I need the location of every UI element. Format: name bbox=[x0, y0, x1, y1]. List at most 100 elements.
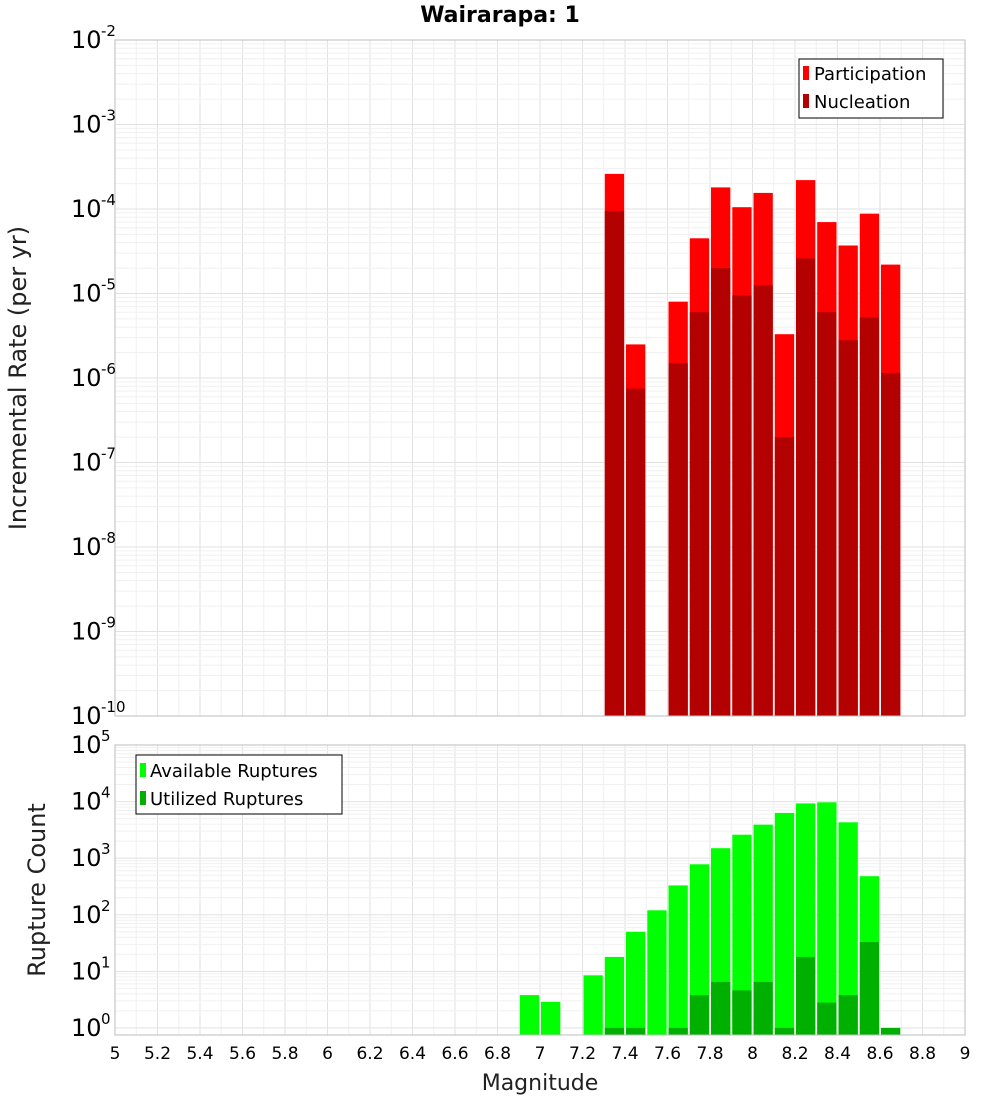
y-tick-exponent: -10 bbox=[101, 698, 126, 716]
top-plot-legend: Participation Nucleation bbox=[798, 58, 944, 119]
bar-nucleation bbox=[774, 437, 795, 716]
x-axis-label: Magnitude bbox=[482, 1071, 599, 1096]
bar-nucleation bbox=[689, 312, 710, 716]
bar-utilized-ruptures bbox=[817, 1002, 837, 1035]
y-tick-exponent: -8 bbox=[101, 529, 116, 547]
y-tick-exponent: -6 bbox=[101, 360, 116, 378]
bar-available-ruptures bbox=[541, 1001, 561, 1035]
y-tick-label: 10 bbox=[71, 901, 102, 929]
y-tick-label: 10 bbox=[71, 280, 102, 308]
bar-utilized-ruptures bbox=[881, 1027, 901, 1035]
y-tick-exponent: 2 bbox=[101, 897, 111, 915]
bar-available-ruptures bbox=[626, 931, 646, 1035]
bar-available-ruptures bbox=[668, 885, 688, 1035]
legend-swatch-nucleation bbox=[803, 94, 809, 108]
bar-available-ruptures bbox=[604, 956, 625, 1035]
y-tick-label: 10 bbox=[71, 844, 102, 872]
bottom-legend-box bbox=[135, 754, 343, 815]
top-plot-y-axis-label: Incremental Rate (per yr) bbox=[4, 226, 32, 530]
x-tick-label: 7.6 bbox=[654, 1044, 681, 1064]
top-legend-box bbox=[798, 58, 944, 119]
bar-utilized-ruptures bbox=[753, 981, 773, 1035]
x-tick-label: 8.6 bbox=[866, 1044, 893, 1064]
bar-nucleation bbox=[838, 340, 858, 716]
bar-available-ruptures bbox=[732, 834, 752, 1035]
y-tick-exponent: -7 bbox=[101, 445, 116, 463]
legend-label-participation: Participation bbox=[814, 64, 926, 85]
legend-label-utilized-ruptures: Utilized Ruptures bbox=[150, 789, 303, 810]
bar-available-ruptures bbox=[838, 822, 858, 1035]
y-tick-label: 10 bbox=[71, 111, 102, 139]
x-tick-label: 7.2 bbox=[569, 1044, 596, 1064]
top-plot-frame bbox=[114, 39, 966, 717]
bar-available-ruptures bbox=[689, 864, 710, 1035]
bottom-plot-legend: Available Ruptures Utilized Ruptures bbox=[135, 754, 343, 815]
chart-title: Wairarapa: 1 bbox=[420, 3, 580, 28]
x-tick-label: 8.2 bbox=[781, 1044, 808, 1064]
y-tick-label: 10 bbox=[71, 1014, 102, 1042]
y-tick-exponent: -3 bbox=[101, 107, 116, 125]
bar-available-ruptures bbox=[583, 975, 603, 1035]
bar-nucleation bbox=[753, 285, 773, 716]
bar-utilized-ruptures bbox=[838, 995, 858, 1035]
bar-utilized-ruptures bbox=[774, 1027, 795, 1035]
bottom-plot-bars bbox=[519, 802, 901, 1035]
bar-utilized-ruptures bbox=[626, 1027, 646, 1035]
legend-label-available-ruptures: Available Ruptures bbox=[150, 761, 318, 782]
bar-utilized-ruptures bbox=[711, 981, 731, 1035]
x-tick-label: 8 bbox=[747, 1044, 758, 1064]
bar-available-ruptures bbox=[519, 995, 540, 1035]
bar-utilized-ruptures bbox=[689, 995, 710, 1035]
bar-nucleation bbox=[859, 317, 880, 716]
y-tick-label: 10 bbox=[71, 702, 102, 730]
x-tick-label: 6.4 bbox=[399, 1044, 426, 1064]
top-plot-bars bbox=[604, 173, 901, 717]
bar-available-ruptures bbox=[647, 910, 667, 1035]
x-tick-label: 5.8 bbox=[271, 1044, 298, 1064]
bar-available-ruptures bbox=[817, 802, 837, 1035]
bar-utilized-ruptures bbox=[604, 1027, 625, 1035]
bar-nucleation bbox=[604, 210, 625, 716]
bar-nucleation bbox=[881, 372, 901, 716]
x-tick-label: 5 bbox=[110, 1044, 121, 1064]
y-tick-label: 10 bbox=[71, 364, 102, 392]
bar-available-ruptures bbox=[774, 812, 795, 1035]
legend-swatch-utilized-ruptures bbox=[140, 791, 146, 805]
x-tick-label: 7 bbox=[535, 1044, 546, 1064]
x-tick-label: 6.2 bbox=[356, 1044, 383, 1064]
bar-utilized-ruptures bbox=[796, 956, 816, 1035]
x-tick-label: 8.4 bbox=[824, 1044, 851, 1064]
y-tick-label: 10 bbox=[71, 533, 102, 561]
y-tick-exponent: 5 bbox=[101, 727, 111, 745]
bottom-plot-frame bbox=[114, 744, 966, 1036]
x-tick-label: 8.8 bbox=[909, 1044, 936, 1064]
bar-utilized-ruptures bbox=[668, 1027, 688, 1035]
legend-swatch-available-ruptures bbox=[140, 763, 146, 777]
bar-nucleation bbox=[711, 268, 731, 716]
y-tick-exponent: 1 bbox=[101, 953, 111, 971]
y-tick-label: 10 bbox=[71, 449, 102, 477]
y-tick-exponent: 0 bbox=[101, 1010, 111, 1028]
y-tick-exponent: -2 bbox=[101, 22, 116, 40]
y-tick-label: 10 bbox=[71, 788, 102, 816]
y-tick-exponent: -5 bbox=[101, 276, 116, 294]
bottom-plot-y-axis-label: Rupture Count bbox=[23, 803, 51, 977]
y-tick-label: 10 bbox=[71, 618, 102, 646]
y-tick-label: 10 bbox=[71, 957, 102, 985]
x-tick-label: 9 bbox=[960, 1044, 971, 1064]
top-plot-grid bbox=[114, 39, 966, 717]
bar-nucleation bbox=[732, 295, 752, 716]
x-tick-label: 7.8 bbox=[696, 1044, 723, 1064]
x-tick-label: 6.8 bbox=[484, 1044, 511, 1064]
y-tick-label: 10 bbox=[71, 195, 102, 223]
bar-nucleation bbox=[668, 363, 688, 716]
y-tick-exponent: 3 bbox=[101, 840, 111, 858]
x-tick-label: 5.4 bbox=[186, 1044, 213, 1064]
x-tick-label: 6 bbox=[322, 1044, 333, 1064]
x-tick-label: 7.4 bbox=[611, 1044, 638, 1064]
legend-label-nucleation: Nucleation bbox=[814, 92, 910, 113]
y-tick-label: 10 bbox=[71, 26, 102, 54]
